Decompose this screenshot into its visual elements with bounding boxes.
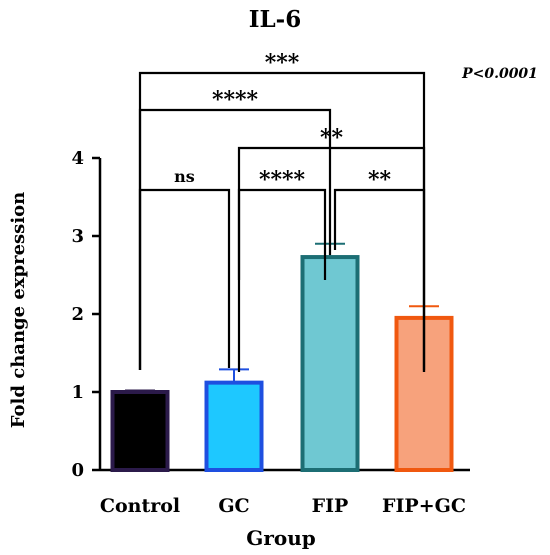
significance-label: ns — [174, 167, 195, 186]
p-value-annotation: P<0.0001 — [461, 66, 538, 82]
x-tick-label: Control — [100, 495, 180, 517]
bar-gc — [204, 380, 264, 473]
significance-bracket — [138, 71, 426, 370]
significance-label: ** — [368, 167, 392, 193]
significance-label: ** — [320, 125, 344, 151]
y-tick-label: 1 — [71, 382, 84, 403]
x-tick-label: FIP+GC — [382, 495, 466, 517]
bar-control — [110, 390, 170, 472]
significance-label: **** — [212, 87, 259, 113]
y-axis-label: Fold change expression — [8, 192, 29, 429]
chart-title: IL-6 — [249, 6, 301, 33]
bars-group — [110, 242, 454, 473]
significance-brackets: ns **** *********** — [138, 50, 426, 372]
significance-label: **** — [259, 167, 306, 193]
x-axis-label: Group — [246, 526, 315, 550]
significance-bracket — [138, 188, 231, 370]
x-tick-labels: Control GC FIP FIP+GC — [100, 495, 466, 517]
y-tick-label: 4 — [71, 148, 84, 169]
y-tick-label: 0 — [71, 460, 84, 481]
significance-label: *** — [265, 50, 300, 76]
x-tick-label: FIP — [312, 495, 349, 517]
y-tick-label: 2 — [71, 304, 84, 325]
y-tick-label: 3 — [71, 226, 84, 247]
x-tick-label: GC — [218, 495, 249, 517]
bar-fip — [300, 255, 360, 472]
